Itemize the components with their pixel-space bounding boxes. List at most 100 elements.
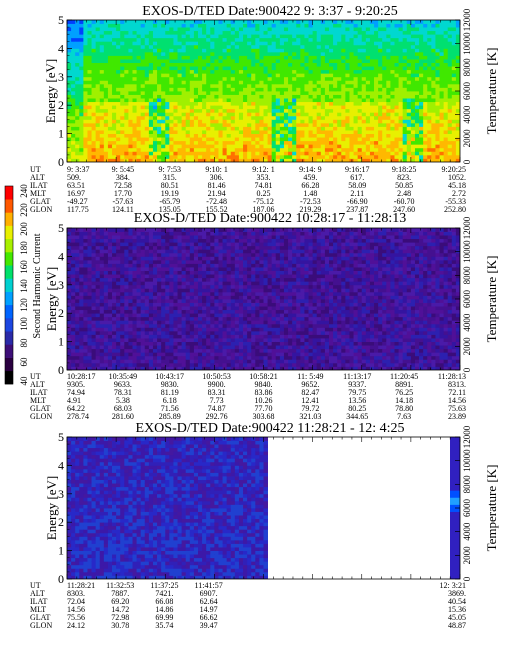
heatmap-cell [222, 76, 228, 81]
heatmap-cell [267, 98, 273, 103]
heatmap-cell [345, 69, 350, 74]
heatmap-cell [148, 277, 154, 282]
heatmap-cell [419, 80, 424, 85]
colorbar-tick-label: 60 [19, 357, 29, 367]
heatmap-cell [71, 267, 76, 271]
heatmap-cell [369, 154, 375, 159]
heatmap-cell [304, 69, 309, 74]
heatmap-cell [79, 309, 84, 314]
heatmap-cell [255, 62, 260, 67]
heatmap-cell [120, 87, 125, 92]
heatmap-cell [83, 359, 88, 364]
heatmap-cell [103, 330, 109, 335]
heatmap-cell [259, 73, 264, 78]
heatmap-cell [161, 41, 166, 46]
heatmap-cell [193, 80, 199, 85]
heatmap-cell [99, 98, 105, 103]
heatmap-cell [329, 41, 334, 46]
heatmap-cell [107, 158, 113, 162]
heatmap-cell [312, 144, 318, 149]
heatmap-cell [386, 126, 391, 131]
heatmap-cell [152, 94, 158, 99]
heatmap-cell [99, 119, 105, 124]
y-tick-label: 4 [58, 41, 64, 55]
heatmap-cell [120, 23, 125, 28]
heatmap-cell [243, 94, 248, 99]
heatmap-cell [378, 101, 383, 106]
heatmap-cell [87, 147, 92, 152]
heatmap-cell [275, 158, 281, 162]
heatmap-cell [398, 37, 404, 42]
heatmap-cell [71, 249, 76, 254]
heatmap-cell [136, 126, 142, 131]
heatmap-cell [67, 348, 72, 353]
heatmap-cell [410, 98, 416, 103]
heatmap-cell [222, 133, 228, 138]
heatmap-cell [136, 323, 142, 328]
heatmap-cell [337, 119, 342, 124]
heatmap-cell [243, 119, 248, 124]
heatmap-cell [419, 51, 424, 56]
heatmap-cell [161, 27, 166, 32]
heatmap-cell [349, 34, 354, 39]
heatmap-cell [193, 154, 199, 159]
heatmap-cell [67, 345, 72, 350]
heatmap-cell [394, 87, 399, 92]
heatmap-cell [173, 122, 178, 127]
heatmap-cell [161, 62, 166, 67]
heatmap-cell [316, 158, 322, 162]
heatmap-cell [91, 366, 97, 370]
heatmap-cell [361, 66, 367, 71]
heatmap-cell [103, 334, 109, 339]
heatmap-cell [353, 112, 359, 117]
heatmap-cell [185, 130, 191, 134]
heatmap-cell [99, 94, 105, 99]
heatmap-cell [124, 362, 129, 367]
heatmap-cell [419, 119, 424, 124]
heatmap-cell [140, 359, 146, 364]
heatmap-cell [157, 119, 162, 124]
heatmap-cell [71, 281, 76, 286]
heatmap-cell [71, 59, 76, 63]
heatmap-cell [296, 23, 301, 28]
heatmap-cell [439, 80, 445, 85]
heatmap-cell [128, 119, 133, 124]
heatmap-cell [431, 130, 436, 134]
heatmap-cell [292, 94, 297, 99]
heatmap-cell [116, 20, 121, 24]
heatmap-cell [157, 30, 162, 35]
heatmap-cell [402, 105, 408, 110]
heatmap-cell [349, 154, 354, 159]
heatmap-cell [218, 158, 223, 162]
heatmap-cell [116, 34, 121, 39]
heatmap-cell [79, 362, 84, 367]
heatmap-cell [374, 126, 379, 131]
heatmap-cell [140, 30, 146, 35]
heatmap-cell [369, 158, 375, 162]
heatmap-cell [386, 34, 391, 39]
heatmap-cell [202, 23, 207, 28]
heatmap-cell [181, 30, 187, 35]
heatmap-cell [353, 101, 359, 106]
heatmap-cell [87, 137, 92, 142]
heatmap-cell [226, 59, 232, 63]
heatmap-cell [243, 98, 248, 103]
heatmap-cell [320, 30, 326, 35]
heatmap-cell [419, 27, 424, 32]
heatmap-cell [267, 130, 273, 134]
heatmap-cell [410, 76, 416, 81]
heatmap-cell [435, 94, 440, 99]
heatmap-cell [238, 98, 244, 103]
heatmap-cell [148, 249, 154, 254]
heatmap-cell [120, 34, 125, 39]
heatmap-cell [341, 44, 346, 49]
heatmap-cell [251, 105, 256, 110]
heatmap-cell [369, 20, 375, 24]
heatmap-cell [279, 158, 285, 162]
heatmap-cell [189, 44, 195, 49]
heatmap-cell [431, 87, 436, 92]
heatmap-cell [198, 41, 203, 46]
heatmap-cell [91, 130, 97, 134]
heatmap-cell [136, 327, 142, 332]
heatmap-cell [308, 37, 314, 42]
